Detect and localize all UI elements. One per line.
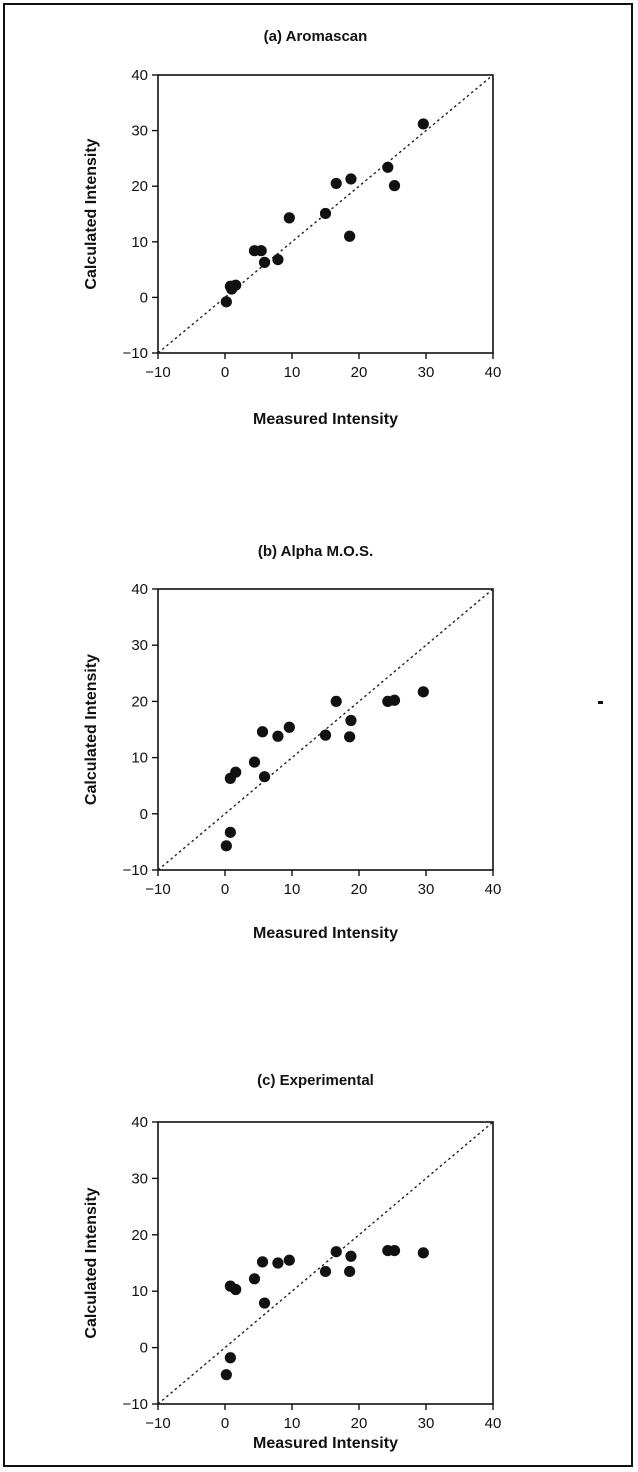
chart-a-identity-line	[157, 74, 494, 354]
chart-b: −10 0 10 20 30 40 −10 0 10 20 30 40 (b) Alpha M.O.S.…	[83, 543, 501, 942]
chart-c-y-tick-label: −10	[123, 1396, 148, 1413]
chart-a: −10 0 10 20 30 40 −10 0 10 20 30 40 (a) Aromascan Mea…	[83, 28, 501, 428]
chart-a-data-point	[255, 245, 267, 257]
chart-b-y-tick-label: 30	[131, 637, 148, 654]
chart-c-data-point	[220, 1369, 232, 1381]
chart-a-x-tick-label: 30	[418, 364, 435, 381]
chart-b-data-point	[258, 771, 271, 783]
chart-a-data-point	[272, 253, 284, 266]
chart-b-plot-area	[157, 588, 494, 871]
chart-c-y-tick-label: 10	[131, 1283, 148, 1300]
chart-a-x-axis-label: Measured Intensity	[253, 411, 398, 428]
chart-a-data-point	[417, 118, 429, 130]
chart-c-identity-line	[157, 1121, 494, 1405]
chart-b-data-point	[272, 730, 284, 742]
chart-c-data-point	[258, 1297, 271, 1309]
chart-a-y-tick-label: −10	[123, 345, 148, 362]
chart-c-data-point	[283, 1254, 295, 1266]
chart-a-data-point	[258, 256, 271, 268]
chart-b-data-point	[224, 826, 236, 838]
chart-a-data-point	[330, 177, 342, 190]
chart-b-y-axis-label: Calculated Intensity	[83, 654, 100, 805]
chart-b-data-point	[248, 756, 261, 768]
chart-c-data-point	[330, 1246, 342, 1258]
chart-c-data-point	[256, 1256, 269, 1268]
chart-a-title: (a) Aromascan	[264, 28, 368, 45]
chart-a-plot-area	[157, 74, 494, 354]
chart-c-y-tick-label: 20	[131, 1227, 148, 1244]
chart-b-data-point	[319, 729, 332, 741]
chart-b-data-point	[220, 840, 232, 852]
chart-a-y-tick-label: 20	[131, 178, 148, 195]
chart-b-x-axis-label: Measured Intensity	[253, 925, 398, 942]
chart-a-y-tick-label: 30	[131, 123, 148, 140]
chart-c-data-point	[230, 1283, 242, 1296]
chart-c-data-point	[248, 1273, 261, 1285]
chart-c-x-tick-label: −10	[145, 1415, 170, 1432]
chart-a-x-tick-label: 10	[284, 364, 301, 381]
chart-a-x-tick-label: 40	[485, 364, 502, 381]
chart-c-data-point	[224, 1352, 236, 1364]
chart-c-data-point	[388, 1244, 401, 1257]
chart-b-y-tick-label: 10	[131, 750, 148, 767]
chart-b-y-tick-label: −10	[123, 862, 148, 879]
chart-b-x-tick-label: 20	[351, 881, 368, 898]
chart-b-y-tick-label: 40	[131, 581, 148, 598]
chart-b-x-tick-label: 40	[485, 881, 502, 898]
chart-c-data-point	[417, 1247, 429, 1259]
chart-c-data-point	[345, 1250, 357, 1262]
chart-b-data-point	[345, 714, 357, 727]
chart-a-y-tick-label: 10	[131, 234, 148, 251]
chart-c-y-tick-label: 30	[131, 1170, 148, 1187]
chart-b-data-point	[344, 731, 356, 743]
chart-b-x-tick-label: −10	[145, 881, 170, 898]
chart-b-identity-line	[157, 588, 494, 871]
chart-a-data-point	[230, 279, 242, 291]
chart-c-plot-area	[157, 1121, 494, 1405]
chart-b-title: (b) Alpha M.O.S.	[258, 543, 373, 560]
chart-a-y-tick-label: 0	[140, 289, 148, 306]
chart-a-data-point	[345, 173, 357, 185]
chart-c-x-tick-label: 10	[284, 1415, 301, 1432]
chart-b-data-point	[417, 686, 429, 698]
chart-a-data-point	[388, 180, 401, 192]
chart-b-x-tick-label: 10	[284, 881, 301, 898]
chart-b-data-point	[230, 766, 242, 778]
chart-c-data-point	[272, 1257, 284, 1269]
chart-b-data-point	[256, 726, 269, 738]
chart-b-x-tick-label: 30	[418, 881, 435, 898]
chart-c-x-tick-label: 0	[221, 1415, 229, 1432]
chart-c-title: (c) Experimental	[257, 1072, 374, 1089]
chart-c-data-point	[319, 1265, 332, 1278]
chart-c: −10 0 10 20 30 40 −10 0 10 20 30 40 (c) Experimental…	[83, 1072, 501, 1452]
stray-mark	[598, 701, 603, 704]
chart-a-data-point	[220, 296, 232, 308]
chart-a-y-axis-label: Calculated Intensity	[83, 138, 100, 289]
chart-c-y-tick-label: 0	[140, 1340, 148, 1357]
chart-c-data-point	[344, 1265, 356, 1278]
chart-a-x-tick-label: −10	[145, 364, 170, 381]
chart-b-y-tick-label: 0	[140, 806, 148, 823]
chart-b-data-point	[388, 694, 401, 706]
chart-c-x-tick-label: 30	[418, 1415, 435, 1432]
chart-a-x-tick-label: 0	[221, 364, 229, 381]
chart-a-y-tick-label: 40	[131, 67, 148, 84]
chart-c-y-axis-label: Calculated Intensity	[83, 1187, 100, 1338]
chart-b-data-point	[330, 695, 342, 708]
chart-b-y-tick-label: 20	[131, 693, 148, 710]
chart-a-data-point	[283, 212, 295, 224]
chart-c-x-tick-label: 40	[485, 1415, 502, 1432]
chart-a-x-tick-label: 20	[351, 364, 368, 381]
chart-b-data-point	[283, 721, 295, 733]
chart-a-data-point	[344, 230, 356, 242]
chart-c-x-axis-label: Measured Intensity	[253, 1435, 398, 1452]
chart-c-y-tick-label: 40	[131, 1114, 148, 1131]
chart-c-x-tick-label: 20	[351, 1415, 368, 1432]
chart-a-data-point	[382, 161, 394, 173]
chart-a-data-point	[319, 207, 332, 220]
chart-b-x-tick-label: 0	[221, 881, 229, 898]
